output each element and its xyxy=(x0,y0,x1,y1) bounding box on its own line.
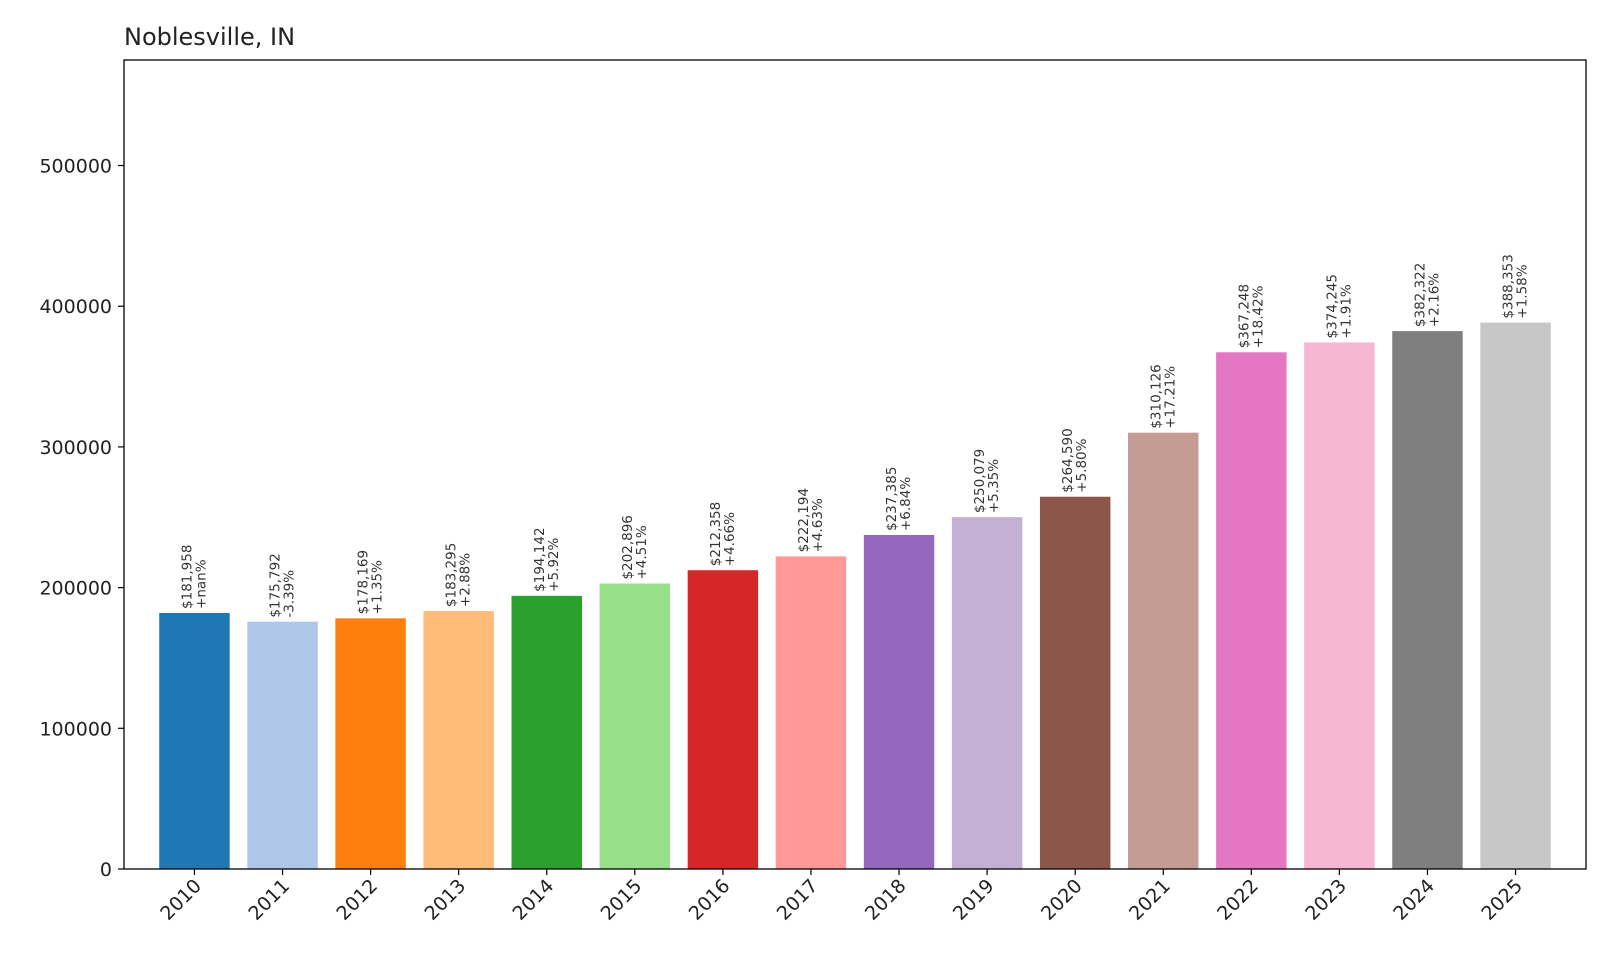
bar-2011 xyxy=(247,621,318,869)
bar-price-label: $181,958 xyxy=(179,545,195,609)
bar-change-label: +18.42% xyxy=(1250,285,1266,348)
bar-price-label: $374,245 xyxy=(1324,274,1340,338)
x-tick-label: 2023 xyxy=(1301,875,1351,925)
x-tick-label: 2016 xyxy=(685,875,735,925)
bar-value-label: $237,385+6.84% xyxy=(884,467,914,531)
bar-price-label: $202,896 xyxy=(620,515,636,579)
bar-2016 xyxy=(687,570,759,869)
bar-price-label: $178,169 xyxy=(356,550,372,614)
bar-price-label: $222,194 xyxy=(796,488,812,552)
bar-2018 xyxy=(863,535,935,869)
bars-layer xyxy=(159,322,1551,870)
x-tick-label: 2012 xyxy=(332,875,382,925)
x-tick-label: 2019 xyxy=(949,875,999,925)
bar-2014 xyxy=(511,595,582,869)
bar-value-label: $183,295+2.88% xyxy=(444,543,474,607)
bar-value-label: $222,194+4.63% xyxy=(796,488,826,552)
bar-value-label: $388,353+1.58% xyxy=(1501,254,1531,318)
bar-change-label: +nan% xyxy=(193,559,209,609)
bar-2013 xyxy=(423,611,494,869)
y-tick-label: 300000 xyxy=(39,437,112,459)
x-axis: 2010 2011 2012 2013 2014 2015 2016 2017 2018 2019… xyxy=(156,869,1527,925)
bar-change-label: +4.51% xyxy=(634,525,650,579)
bar-2022 xyxy=(1216,352,1287,869)
y-tick-label: 100000 xyxy=(39,718,112,740)
bar-value-label: $181,958+nan% xyxy=(179,545,209,609)
x-tick-label: 2024 xyxy=(1389,875,1439,925)
bar-change-label: +2.88% xyxy=(458,553,474,607)
x-tick-label: 2010 xyxy=(156,875,206,925)
bar-value-label: $212,358+4.66% xyxy=(708,502,738,566)
bar-price-label: $250,079 xyxy=(972,449,988,513)
y-tick-label: 500000 xyxy=(39,156,112,178)
bar-2021 xyxy=(1128,432,1199,869)
bar-value-label: $374,245+1.91% xyxy=(1324,274,1354,338)
bar-labels-layer: $181,958+nan% $175,792-3.39% $178,169+1.35… xyxy=(179,254,1530,617)
bar-change-label: +1.91% xyxy=(1338,284,1354,338)
x-tick-label: 2025 xyxy=(1477,875,1527,925)
bar-price-label: $310,126 xyxy=(1148,364,1164,428)
bar-change-label: +5.35% xyxy=(986,459,1002,513)
bar-2024 xyxy=(1392,331,1463,870)
bar-value-label: $382,322+2.16% xyxy=(1412,263,1442,327)
bar-change-label: +5.92% xyxy=(546,537,562,591)
bar-price-label: $183,295 xyxy=(444,543,460,607)
bar-2019 xyxy=(951,517,1023,869)
x-tick-label: 2015 xyxy=(597,875,647,925)
x-tick-label: 2013 xyxy=(420,875,470,925)
bar-change-label: +6.84% xyxy=(898,477,914,531)
bar-value-label: $178,169+1.35% xyxy=(356,550,386,614)
x-tick-label: 2020 xyxy=(1037,875,1087,925)
bar-value-label: $367,248+18.42% xyxy=(1236,284,1266,348)
x-tick-label: 2018 xyxy=(861,875,911,925)
y-axis: 0 100000 200000 300000 400000 500000 xyxy=(39,156,124,881)
bar-2010 xyxy=(159,612,230,869)
bar-price-label: $367,248 xyxy=(1236,284,1252,348)
bar-change-label: +1.58% xyxy=(1515,264,1531,318)
bar-value-label: $175,792-3.39% xyxy=(268,553,298,617)
bar-value-label: $194,142+5.92% xyxy=(532,527,562,591)
bar-price-label: $382,322 xyxy=(1412,263,1428,327)
y-tick-label: 400000 xyxy=(39,296,112,318)
bar-2023 xyxy=(1304,342,1375,869)
bar-change-label: +17.21% xyxy=(1162,366,1178,429)
bar-price-label: $237,385 xyxy=(884,467,900,531)
bar-2020 xyxy=(1039,496,1111,869)
y-tick-label: 200000 xyxy=(39,578,112,600)
bar-change-label: +5.80% xyxy=(1074,438,1090,492)
bar-value-label: $310,126+17.21% xyxy=(1148,364,1178,428)
bar-price-label: $194,142 xyxy=(532,527,548,591)
bar-2017 xyxy=(775,556,847,869)
bar-change-label: +1.35% xyxy=(370,560,386,614)
x-tick-label: 2021 xyxy=(1125,875,1175,925)
plot-frame xyxy=(123,59,1587,870)
bar-price-label: $212,358 xyxy=(708,502,724,566)
y-tick-label: 0 xyxy=(100,859,112,881)
bar-price-label: $175,792 xyxy=(268,553,284,617)
bar-2025 xyxy=(1480,322,1551,870)
x-tick-label: 2017 xyxy=(773,875,823,925)
bar-value-label: $202,896+4.51% xyxy=(620,515,650,579)
bar-change-label: +4.63% xyxy=(810,498,826,552)
chart-title: Noblesville, IN xyxy=(124,23,295,51)
bar-2015 xyxy=(599,583,671,869)
x-tick-label: 2011 xyxy=(244,875,294,925)
x-tick-label: 2022 xyxy=(1213,875,1263,925)
bar-change-label: +2.16% xyxy=(1426,273,1442,327)
bar-change-label: +4.66% xyxy=(722,512,738,566)
bar-price-label: $388,353 xyxy=(1501,254,1517,318)
bar-price-label: $264,590 xyxy=(1060,428,1076,492)
x-tick-label: 2014 xyxy=(509,875,559,925)
bar-value-label: $264,590+5.80% xyxy=(1060,428,1090,492)
bar-change-label: -3.39% xyxy=(282,570,298,618)
bar-2012 xyxy=(335,618,406,869)
bar-value-label: $250,079+5.35% xyxy=(972,449,1002,513)
